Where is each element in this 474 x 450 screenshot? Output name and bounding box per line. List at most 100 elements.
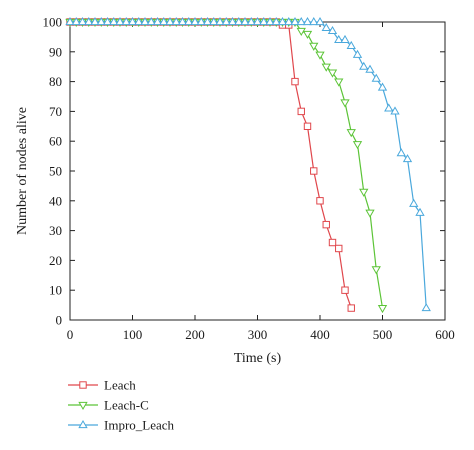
data-point bbox=[297, 107, 305, 116]
data-point bbox=[190, 16, 200, 26]
data-point bbox=[334, 34, 344, 43]
x-tick-label: 300 bbox=[248, 327, 268, 342]
data-point bbox=[159, 16, 169, 26]
data-point bbox=[334, 78, 344, 87]
legend: Leach Leach-C Impro_Leach bbox=[68, 378, 175, 433]
data-point bbox=[140, 16, 150, 26]
series-line bbox=[70, 21, 427, 309]
data-point bbox=[227, 16, 238, 26]
data-point bbox=[291, 77, 299, 86]
x-tick-label: 100 bbox=[123, 327, 143, 342]
legend-marker bbox=[78, 401, 88, 411]
plot-frame bbox=[69, 21, 446, 321]
x-axis-title: Time (s) bbox=[234, 351, 282, 366]
data-point bbox=[265, 16, 275, 26]
y-tick-label: 30 bbox=[49, 223, 62, 238]
data-point bbox=[315, 16, 325, 26]
data-point bbox=[90, 16, 100, 26]
data-point bbox=[202, 16, 213, 26]
series-leach bbox=[66, 18, 355, 312]
data-point bbox=[215, 16, 225, 26]
data-point bbox=[335, 244, 343, 253]
data-point bbox=[271, 16, 281, 26]
legend-label: Impro_Leach bbox=[104, 418, 175, 433]
data-point bbox=[322, 220, 330, 229]
data-point bbox=[346, 129, 356, 138]
y-tick-label: 70 bbox=[49, 104, 62, 119]
data-point bbox=[365, 64, 375, 73]
axes: 0 100 200 300 400 500 600 0 10 20 30 40 50 60 70 80 90 10… bbox=[43, 15, 455, 343]
series-line bbox=[70, 21, 352, 309]
data-point bbox=[121, 16, 131, 26]
y-tick-label: 40 bbox=[49, 193, 62, 208]
data-point bbox=[302, 30, 313, 39]
y-tick-label: 90 bbox=[49, 44, 62, 59]
data-point bbox=[284, 16, 294, 26]
legend-marker bbox=[79, 381, 87, 389]
data-point bbox=[77, 16, 88, 26]
data-point bbox=[152, 16, 163, 26]
x-tick-label: 0 bbox=[67, 327, 74, 342]
data-point bbox=[310, 167, 318, 175]
data-point bbox=[184, 16, 194, 26]
series-impro-leach bbox=[65, 16, 431, 312]
y-tick-label: 100 bbox=[43, 15, 63, 30]
series-leach-c bbox=[65, 18, 388, 314]
data-point bbox=[102, 16, 113, 26]
data-point bbox=[259, 16, 269, 26]
x-tick-label: 400 bbox=[310, 327, 330, 342]
data-point bbox=[315, 51, 325, 60]
data-point bbox=[171, 16, 181, 26]
data-point bbox=[359, 188, 369, 197]
data-point bbox=[209, 16, 219, 26]
legend-marker bbox=[78, 419, 88, 429]
data-point bbox=[327, 25, 338, 35]
data-point bbox=[390, 106, 400, 115]
y-tick-label: 60 bbox=[49, 134, 62, 149]
data-point bbox=[196, 16, 206, 26]
data-point bbox=[384, 103, 394, 112]
x-tick-label: 200 bbox=[185, 327, 205, 342]
data-point bbox=[316, 197, 324, 205]
data-point bbox=[352, 141, 363, 150]
data-point bbox=[240, 16, 250, 26]
data-point bbox=[415, 207, 425, 216]
data-point bbox=[96, 16, 106, 26]
y-tick-label: 20 bbox=[49, 253, 62, 268]
y-axis-title: Number of nodes alive bbox=[15, 107, 30, 235]
plot-border bbox=[69, 21, 446, 321]
y-tick-label: 80 bbox=[49, 74, 62, 89]
data-point bbox=[71, 16, 81, 26]
data-point bbox=[302, 16, 313, 26]
data-point bbox=[409, 198, 419, 207]
data-point bbox=[252, 16, 263, 26]
data-point bbox=[221, 16, 231, 26]
data-point bbox=[341, 286, 349, 294]
data-point bbox=[277, 16, 288, 26]
data-point bbox=[396, 148, 406, 157]
data-point bbox=[328, 238, 337, 247]
data-point bbox=[234, 16, 244, 26]
data-point bbox=[347, 304, 355, 312]
data-point bbox=[321, 22, 331, 32]
data-point bbox=[296, 16, 306, 26]
data-point bbox=[303, 122, 312, 130]
data-point bbox=[290, 16, 300, 26]
data-point bbox=[127, 16, 138, 26]
y-tick-label: 10 bbox=[49, 283, 62, 298]
data-point bbox=[115, 16, 125, 26]
data-point bbox=[327, 69, 338, 78]
data-point bbox=[377, 82, 388, 91]
data-point bbox=[65, 16, 75, 26]
data-point bbox=[371, 73, 381, 82]
data-point bbox=[296, 27, 306, 36]
data-point bbox=[340, 99, 350, 108]
data-point bbox=[109, 16, 119, 26]
data-point bbox=[352, 49, 363, 58]
series-line bbox=[70, 21, 384, 309]
data-point bbox=[177, 16, 188, 26]
y-tick-label: 0 bbox=[56, 313, 63, 328]
data-point bbox=[246, 16, 256, 26]
data-point bbox=[309, 42, 319, 51]
